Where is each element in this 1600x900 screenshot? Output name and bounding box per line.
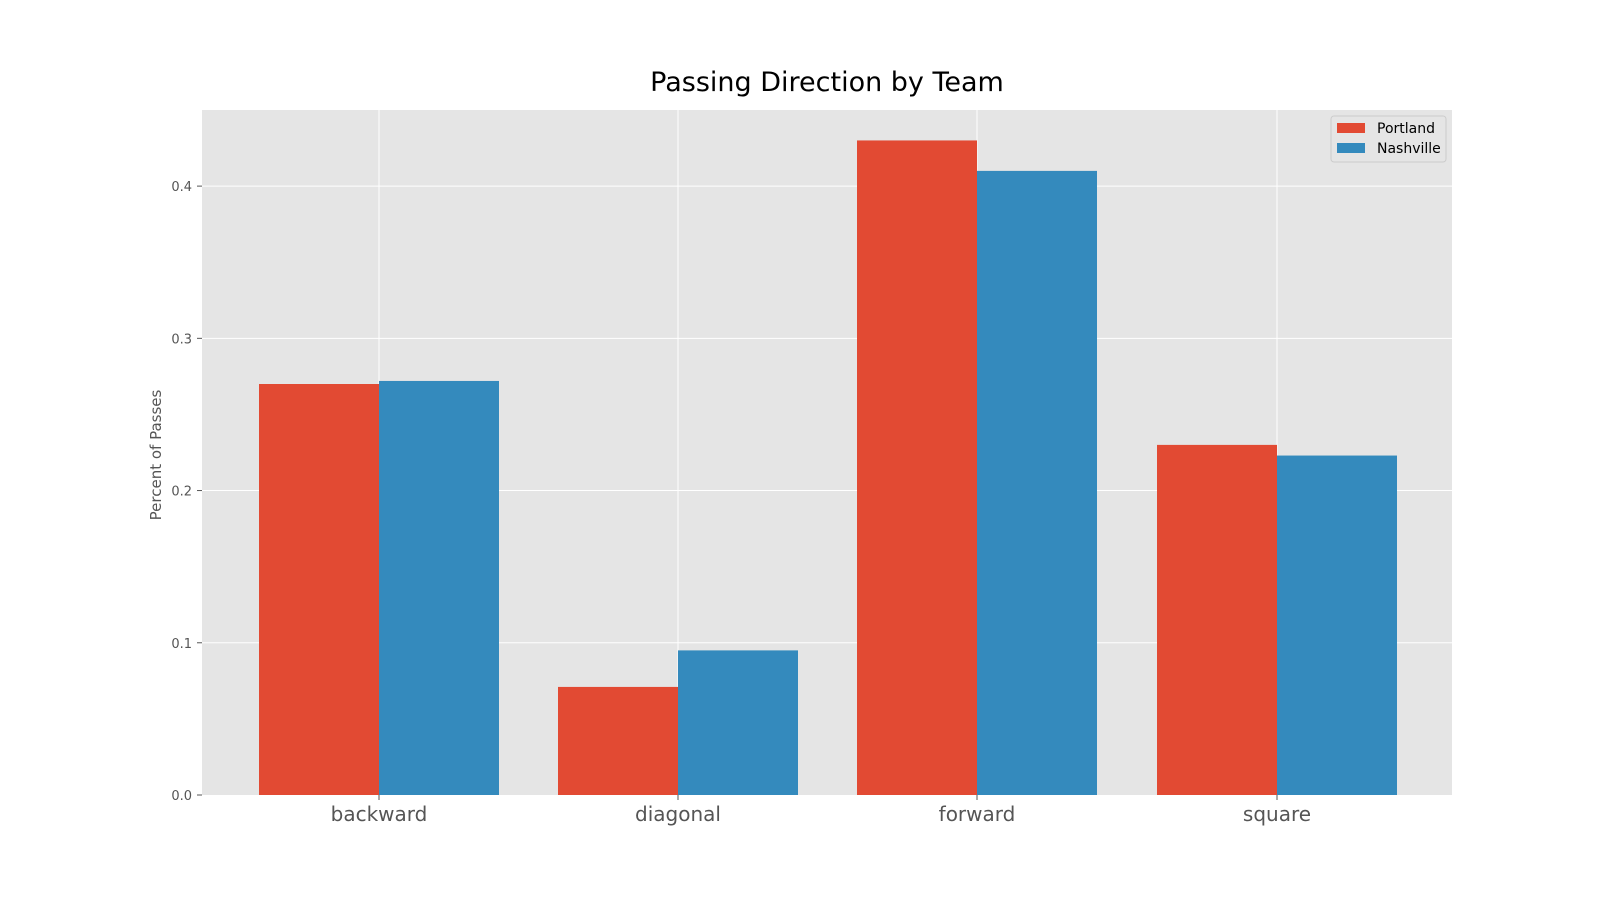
- legend: Portland Nashville: [1330, 115, 1447, 163]
- y-axis-label: Percent of Passes: [147, 389, 165, 520]
- chart-title: Passing Direction by Team: [650, 67, 1004, 98]
- y-tick-label: 0.1: [171, 637, 192, 652]
- legend-swatch-nashville: [1337, 143, 1365, 153]
- axes: 0.0 0.1 0.2 0.3 0.4 backward diagonal forward sq…: [171, 180, 1311, 826]
- bar-portland-square: [1157, 444, 1277, 795]
- x-tick-label-diagonal: diagonal: [635, 802, 721, 826]
- bar-portland-diagonal: [558, 686, 678, 795]
- y-tick-label: 0.2: [171, 485, 192, 500]
- legend-label-nashville: Nashville: [1377, 141, 1441, 157]
- x-tick-label-backward: backward: [331, 802, 428, 826]
- bars: [259, 140, 1397, 795]
- bar-portland-backward: [259, 384, 379, 795]
- bar-nashville-diagonal: [678, 650, 798, 795]
- bar-nashville-forward: [977, 170, 1097, 795]
- x-tick-label-forward: forward: [939, 802, 1016, 826]
- bar-nashville-square: [1277, 455, 1397, 795]
- y-tick-label: 0.4: [171, 180, 192, 195]
- y-tick-label: 0.3: [171, 332, 192, 347]
- x-tick-label-square: square: [1243, 802, 1311, 826]
- y-tick-label: 0.0: [171, 789, 192, 804]
- legend-label-portland: Portland: [1377, 121, 1435, 137]
- legend-swatch-portland: [1337, 123, 1365, 133]
- bar-portland-forward: [857, 140, 977, 795]
- bar-nashville-backward: [379, 380, 499, 795]
